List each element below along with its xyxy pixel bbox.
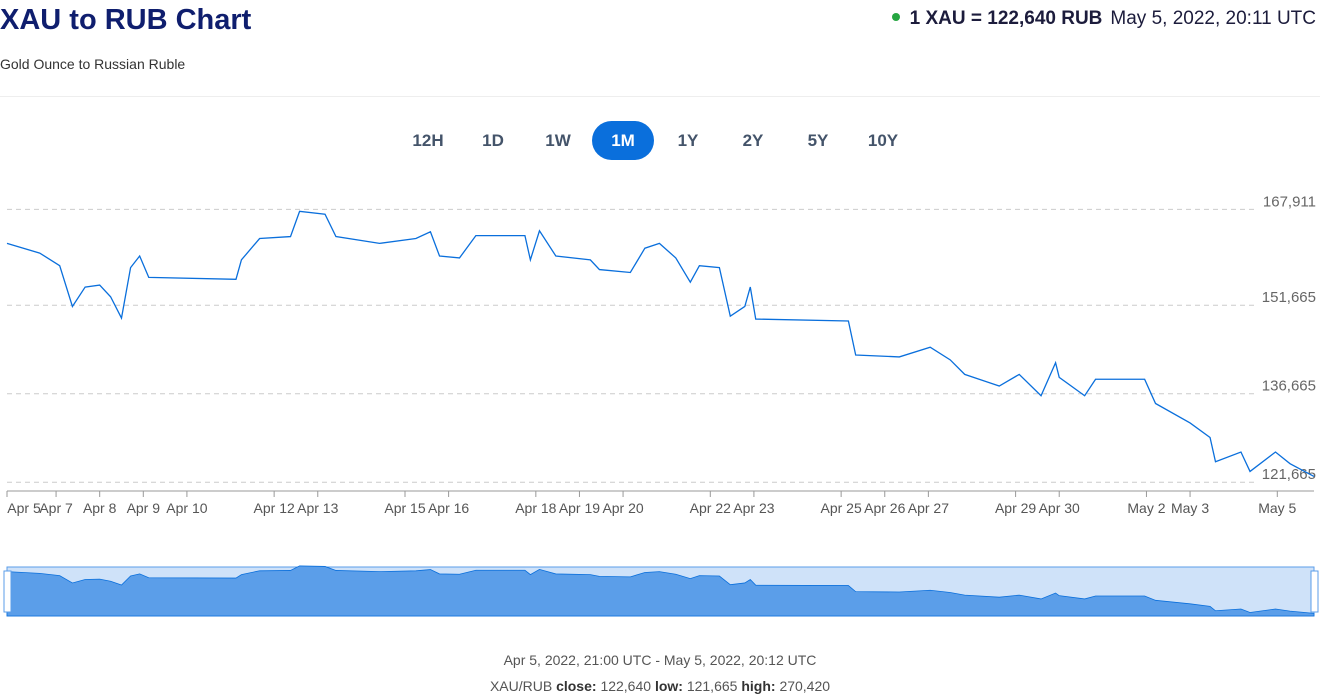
navigator-handle[interactable]: [1310, 570, 1319, 613]
x-tick-label: Apr 7: [39, 500, 73, 516]
footer-range: Apr 5, 2022, 21:00 UTC - May 5, 2022, 20…: [503, 652, 817, 668]
subtitle: Gold Ounce to Russian Ruble: [0, 56, 186, 72]
y-tick-label: 136,665: [1262, 378, 1316, 395]
x-tick-label: Apr 10: [166, 500, 207, 516]
x-tick-label: Apr 27: [908, 500, 949, 516]
x-tick-label: Apr 30: [1039, 500, 1080, 516]
x-tick-label: Apr 19: [559, 500, 600, 516]
range-button[interactable]: 1Y: [677, 131, 699, 150]
x-tick-label: Apr 26: [864, 500, 905, 516]
navigator-area: [6, 565, 1315, 617]
x-tick-label: Apr 16: [428, 500, 469, 516]
high-label: high:: [741, 678, 776, 694]
x-tick-label: May 5: [1258, 500, 1296, 516]
title: XAU to RUB Chart: [0, 4, 252, 36]
x-tick-label: Apr 15: [384, 500, 425, 516]
close: 122,640: [600, 678, 652, 694]
x-tick-label: Apr 23: [733, 500, 774, 516]
x-tick-label: Apr 12: [254, 500, 295, 516]
navigator-handle[interactable]: [3, 570, 12, 613]
range-button[interactable]: 10Y: [867, 131, 899, 150]
x-tick-label: Apr 8: [83, 500, 117, 516]
range-button[interactable]: 2Y: [742, 131, 764, 150]
rate: 1 XAU = 122,640 RUB: [909, 8, 1103, 29]
timestamp: May 5, 2022, 20:11 UTC: [1110, 8, 1316, 29]
range-button[interactable]: 5Y: [807, 131, 829, 150]
range-button[interactable]: 1M: [592, 121, 654, 160]
x-tick-label: May 2: [1127, 500, 1165, 516]
y-tick-label: 167,911: [1263, 193, 1316, 210]
low: 121,665: [686, 678, 738, 694]
pair: XAU/RUB: [489, 678, 553, 694]
range-buttons: 12H 1D 1W 1M 1Y 2Y 5Y 10Y: [397, 121, 914, 160]
x-tick-label: Apr 29: [995, 500, 1036, 516]
y-tick-label: 151,665: [1262, 289, 1316, 306]
x-tick-label: Apr 5: [7, 500, 41, 516]
price-line: [6, 210, 1315, 478]
low-label: low:: [654, 678, 683, 694]
separator: [0, 96, 1320, 97]
x-tick-label: May 3: [1171, 500, 1209, 516]
high: 270,420: [779, 678, 831, 694]
x-tick-label: Apr 22: [690, 500, 731, 516]
range-button[interactable]: 1D: [482, 131, 504, 150]
range-button[interactable]: 1W: [545, 131, 571, 150]
x-tick-label: Apr 9: [127, 500, 161, 516]
rate-box: 1 XAU = 122,640 RUB May 5, 2022, 20:11 UT…: [891, 8, 1316, 30]
footer-stats: XAU/RUB close: 122,640 low: 121,665 high…: [0, 678, 1320, 694]
y-tick-label: 121,665: [1262, 466, 1316, 483]
live-dot: [891, 13, 900, 21]
close-label: close:: [556, 678, 597, 694]
x-tick-label: Apr 13: [297, 500, 338, 516]
range-button[interactable]: 12H: [412, 131, 444, 150]
x-tick-label: Apr 25: [821, 500, 862, 516]
x-tick-label: Apr 20: [602, 500, 643, 516]
x-tick-label: Apr 18: [515, 500, 556, 516]
